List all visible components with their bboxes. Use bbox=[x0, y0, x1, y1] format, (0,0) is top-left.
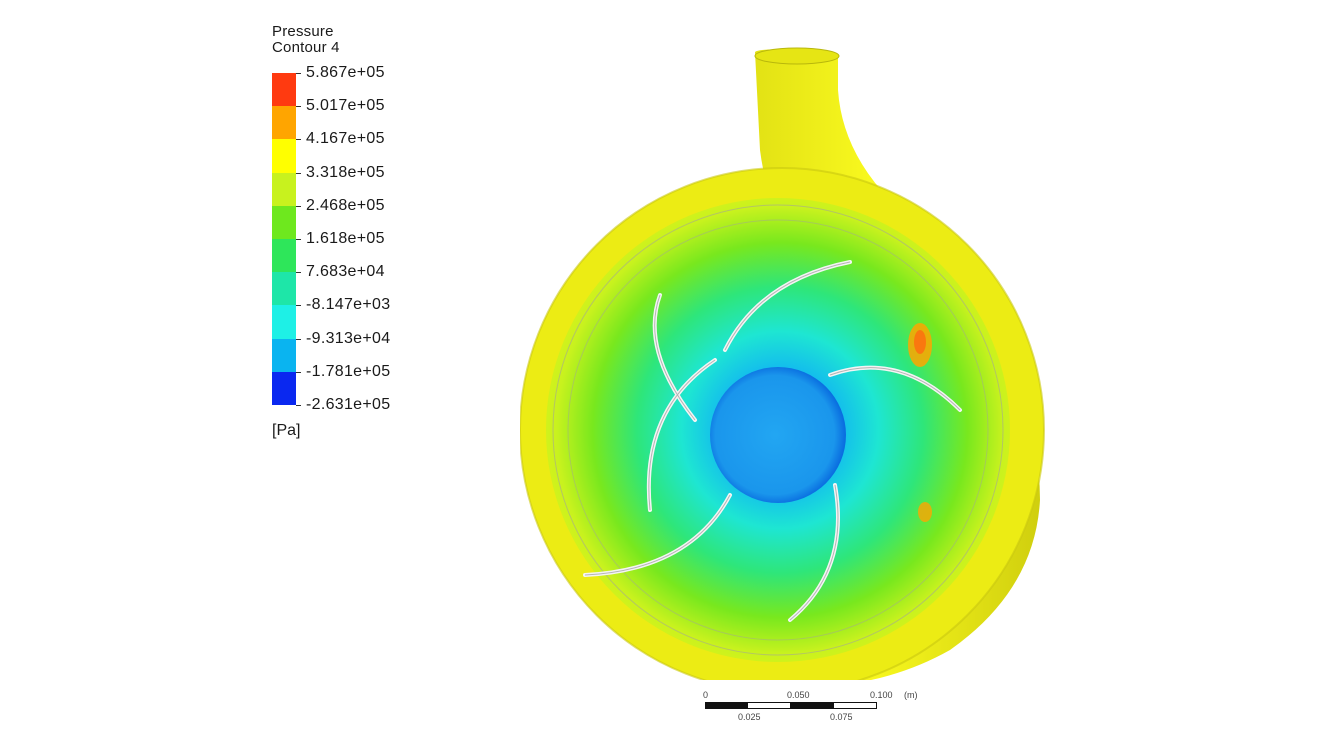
legend-label: -2.631e+05 bbox=[306, 396, 391, 413]
legend-label: 5.867e+05 bbox=[306, 64, 385, 81]
legend-tick bbox=[296, 205, 301, 207]
legend-label: 7.683e+04 bbox=[306, 263, 385, 281]
legend-label: 4.167e+05 bbox=[306, 130, 385, 148]
legend-swatch bbox=[272, 239, 296, 273]
legend-label: -1.781e+05 bbox=[306, 362, 391, 380]
impeller-hub bbox=[710, 367, 846, 503]
legend-swatch bbox=[272, 106, 296, 140]
scale-unit: (m) bbox=[904, 690, 918, 700]
legend-swatch bbox=[272, 305, 296, 340]
scale-tick-0050: 0.050 bbox=[787, 690, 810, 700]
legend-swatch bbox=[272, 338, 296, 373]
scale-bar: 0 0.050 0.100 (m) 0.025 0.075 bbox=[690, 690, 930, 740]
legend-swatch bbox=[272, 172, 296, 207]
legend-label: -9.313e+04 bbox=[306, 329, 391, 347]
scale-segment-4 bbox=[833, 702, 877, 709]
legend-color-bar bbox=[272, 73, 296, 406]
legend-swatch bbox=[272, 73, 296, 107]
legend-label: 1.618e+05 bbox=[306, 230, 385, 247]
scale-tick-0: 0 bbox=[703, 690, 709, 700]
legend-tick bbox=[296, 338, 301, 340]
legend-label: 3.318e+05 bbox=[306, 163, 385, 181]
scale-segment-1 bbox=[705, 702, 747, 709]
scale-tick-0025: 0.025 bbox=[738, 712, 761, 722]
legend-tick bbox=[296, 106, 301, 108]
scale-tick-0100: 0.100 bbox=[870, 690, 893, 700]
color-legend: Pressure Contour 4 [Pa] 5.867e+05 5.017e+… bbox=[272, 23, 452, 439]
high-pressure-spot-2 bbox=[918, 502, 932, 522]
legend-tick bbox=[296, 139, 301, 141]
legend-label: 5.017e+05 bbox=[306, 97, 385, 115]
legend-swatch bbox=[272, 205, 296, 240]
legend-swatch bbox=[272, 371, 296, 406]
legend-title-line2: Contour 4 bbox=[272, 39, 340, 56]
legend-tick bbox=[296, 239, 301, 240]
legend-tick bbox=[296, 172, 301, 174]
legend-tick bbox=[296, 405, 301, 406]
legend-tick bbox=[296, 272, 301, 274]
legend-label: 2.468e+05 bbox=[306, 196, 385, 214]
legend-swatch bbox=[272, 139, 296, 174]
legend-swatch bbox=[272, 272, 296, 306]
legend-tick bbox=[296, 305, 301, 307]
outlet-opening bbox=[754, 47, 840, 65]
scale-tick-0075: 0.075 bbox=[830, 712, 853, 722]
legend-title-line1: Pressure bbox=[272, 23, 334, 40]
legend-tick bbox=[296, 371, 301, 373]
legend-label: -8.147e+03 bbox=[306, 296, 391, 314]
scale-segment-3 bbox=[791, 702, 833, 709]
scale-segment-2 bbox=[747, 702, 791, 709]
legend-tick bbox=[296, 73, 301, 74]
legend-unit: [Pa] bbox=[272, 422, 301, 439]
pump-pressure-contour bbox=[520, 47, 1045, 680]
